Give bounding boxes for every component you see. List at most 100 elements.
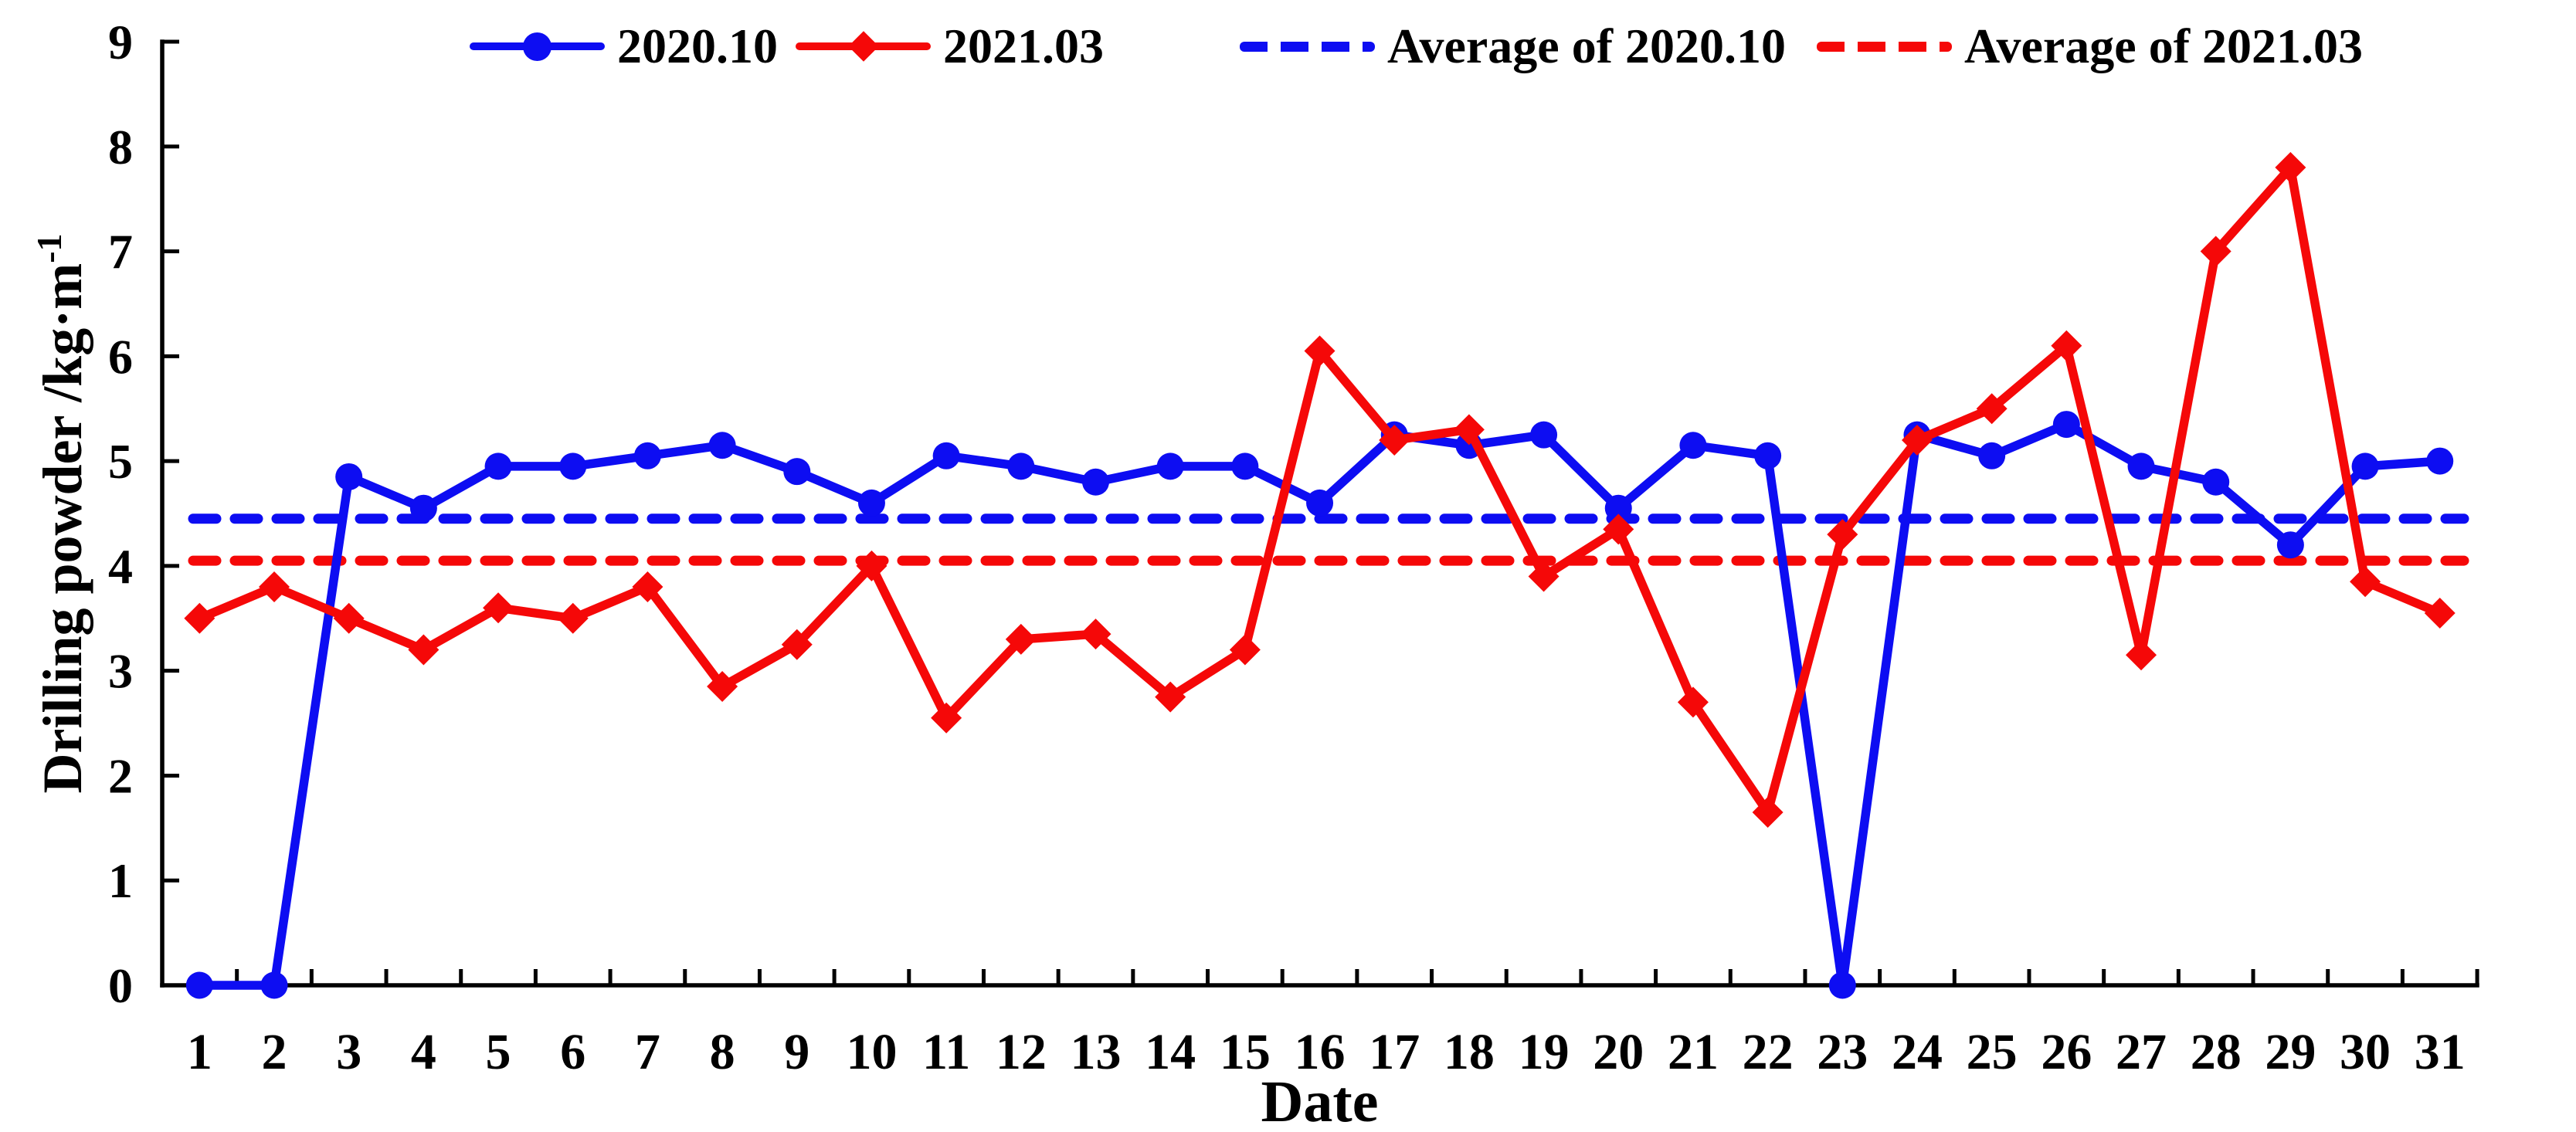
data-point-marker: [1978, 442, 2006, 469]
x-tick-label: 30: [2340, 1024, 2391, 1080]
dashed-line-sample: [1817, 41, 1952, 52]
x-tick-label: 19: [1519, 1024, 1570, 1080]
x-tick-label: 5: [486, 1024, 511, 1080]
data-point-marker: [1604, 494, 1632, 522]
x-tick-label: 28: [2191, 1024, 2242, 1080]
x-axis-title: Date: [1261, 1069, 1379, 1132]
data-point-marker: [2275, 151, 2306, 183]
data-point-marker: [783, 458, 811, 486]
x-tick-label: 1: [187, 1024, 212, 1080]
legend-item-average-of-2020-10: Average of 2020.10: [1240, 17, 1786, 76]
legend-item-average-of-2021-03: Average of 2021.03: [1817, 17, 2363, 76]
data-point-marker: [2202, 468, 2230, 496]
y-axis-ticks: [162, 39, 179, 988]
data-point-marker: [856, 550, 888, 581]
x-tick-label: 31: [2415, 1024, 2466, 1080]
data-point-marker: [1752, 796, 1784, 828]
data-point-marker: [1827, 519, 1858, 551]
line-diamond-marker-icon: [796, 17, 931, 76]
data-point-marker: [2051, 330, 2082, 361]
y-tick-label: 0: [108, 958, 133, 1013]
data-point-marker: [559, 452, 587, 480]
x-tick-label: 27: [2116, 1024, 2167, 1080]
data-point-marker: [333, 602, 365, 634]
legend-label: Average of 2021.03: [1964, 19, 2363, 73]
data-point-marker: [2426, 447, 2454, 475]
data-point-marker: [1677, 686, 1709, 718]
x-tick-label: 17: [1369, 1024, 1420, 1080]
data-point-marker: [1976, 393, 2008, 425]
data-point-marker: [857, 489, 885, 517]
line-circle-marker-icon: [470, 17, 605, 76]
x-axis-ticks: [160, 969, 2479, 985]
data-point-marker: [2351, 452, 2379, 480]
data-point-marker: [335, 463, 363, 490]
data-point-marker: [185, 971, 213, 999]
x-tick-label: 26: [2041, 1024, 2092, 1080]
legend-label: 2020.10: [617, 19, 778, 73]
y-tick-label: 6: [108, 329, 133, 384]
x-tick-label: 10: [846, 1024, 897, 1080]
data-point-marker: [1603, 513, 1634, 545]
y-tick-label: 4: [108, 539, 133, 594]
data-point-marker: [1156, 452, 1184, 480]
axes: [160, 39, 2479, 988]
data-point-marker: [1155, 681, 1186, 713]
data-point-marker: [2200, 236, 2232, 267]
data-point-marker: [1901, 424, 1933, 456]
y-axis-tick-labels: 0 1 2 3 4 5 6 7 8 9: [108, 15, 133, 1013]
data-point-marker: [932, 442, 960, 469]
data-point-marker: [259, 571, 290, 603]
x-tick-label: 12: [996, 1024, 1047, 1080]
series-2020-10: [185, 411, 2454, 999]
data-point-marker: [1306, 489, 1334, 517]
data-point-marker: [2350, 566, 2381, 598]
data-point-marker: [1082, 468, 1109, 496]
data-point-marker: [1304, 335, 1336, 367]
x-tick-label: 21: [1668, 1024, 1719, 1080]
x-tick-label: 25: [1967, 1024, 2018, 1080]
data-point-marker: [1007, 452, 1035, 480]
data-point-marker: [484, 452, 512, 480]
x-tick-label: 18: [1444, 1024, 1495, 1080]
data-point-marker: [408, 634, 440, 666]
data-point-marker: [707, 671, 738, 703]
legend: 2020.10 2021.03 Average of 2020.10 Average …: [0, 0, 2576, 93]
y-axis-title: Drilling powder /kg·m-1: [29, 233, 93, 793]
data-point-marker: [1005, 623, 1037, 655]
data-point-marker: [2424, 597, 2456, 629]
data-point-marker: [1379, 424, 1410, 456]
legend-label: Average of 2020.10: [1387, 19, 1786, 73]
circle-marker-icon: [523, 32, 552, 61]
data-point-marker: [1229, 634, 1261, 666]
data-point-marker: [1754, 442, 1782, 469]
x-tick-label: 15: [1220, 1024, 1271, 1080]
data-point-marker: [781, 629, 813, 660]
y-tick-label: 9: [108, 15, 133, 69]
x-tick-label: 16: [1295, 1024, 1346, 1080]
data-point-marker: [1080, 619, 1112, 650]
legend-label: 2021.03: [943, 19, 1104, 73]
x-axis-tick-labels: 1 2 3 4 5 6 7 8 9 10 11 12 13 14 15 16 17 18 19 20 21 22 23 24 2…: [187, 1024, 2466, 1080]
y-tick-label: 2: [108, 748, 133, 803]
data-point-marker: [931, 702, 962, 734]
dashed-line-icon: [1817, 17, 1952, 76]
x-tick-label: 7: [635, 1024, 660, 1080]
data-point-marker: [2127, 452, 2155, 480]
x-tick-label: 6: [560, 1024, 585, 1080]
x-tick-label: 11: [922, 1024, 970, 1080]
data-point-marker: [1231, 452, 1259, 480]
y-tick-label: 8: [108, 120, 133, 175]
x-tick-label: 8: [710, 1024, 735, 1080]
legend-item-2020-10: 2020.10: [470, 17, 778, 76]
data-point-marker: [2126, 639, 2157, 671]
data-point-marker: [557, 602, 589, 634]
dashed-line-sample: [1240, 41, 1375, 52]
x-tick-label: 22: [1743, 1024, 1794, 1080]
data-point-marker: [409, 494, 437, 522]
data-point-marker: [1453, 414, 1485, 446]
x-tick-label: 24: [1892, 1024, 1943, 1080]
x-tick-label: 14: [1145, 1024, 1196, 1080]
